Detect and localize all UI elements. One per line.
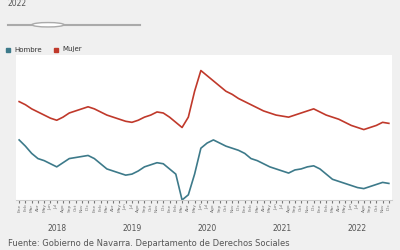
Text: 2018: 2018 xyxy=(47,224,66,232)
Text: Mujer: Mujer xyxy=(63,46,82,52)
Text: 2019: 2019 xyxy=(122,224,142,232)
Text: 2022: 2022 xyxy=(348,224,367,232)
Text: 2020: 2020 xyxy=(198,224,217,232)
Text: Fuente: Gobierno de Navarra. Departamento de Derechos Sociales: Fuente: Gobierno de Navarra. Departament… xyxy=(8,238,290,248)
Text: 2022: 2022 xyxy=(8,0,27,8)
Circle shape xyxy=(32,22,64,27)
Text: Hombre: Hombre xyxy=(15,46,42,52)
Text: 2021: 2021 xyxy=(273,224,292,232)
